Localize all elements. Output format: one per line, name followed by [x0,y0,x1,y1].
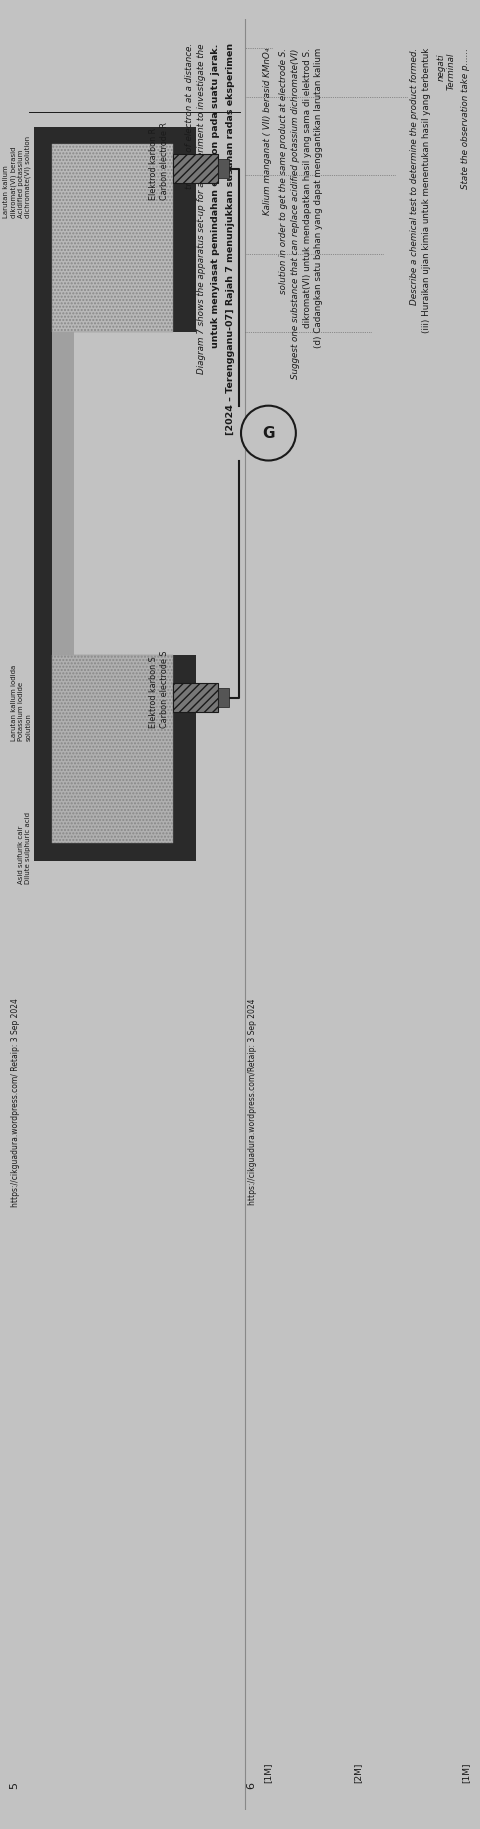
Text: 6: 6 [247,1781,257,1789]
Text: dikromat(VI) untuk mendapatkan hasil yang sama di elektrod S.: dikromat(VI) untuk mendapatkan hasil yan… [302,48,312,327]
Bar [52,655,173,843]
Bar [217,159,229,179]
Text: 5: 5 [10,1781,20,1789]
Text: transfer of electron at a distance.: transfer of electron at a distance. [185,44,194,190]
Bar [35,126,196,333]
Text: Larutan kalium iodida
Potassium iodide
solution: Larutan kalium iodida Potassium iodide s… [12,666,31,741]
Text: Larutan kalium
dikromat(VI) berasid
Acidified potassium
dichromate(VI) solution: Larutan kalium dikromat(VI) berasid Acid… [3,137,31,218]
Text: [1M]: [1M] [264,1761,272,1783]
Text: untuk menyiasat pemindahan elektron pada suatu jarak.: untuk menyiasat pemindahan elektron pada… [212,44,220,348]
Bar [173,682,217,711]
Text: Asid sulfurik cair
Dilute sulphuric acid: Asid sulfurik cair Dilute sulphuric acid [18,812,31,883]
Text: Kalium manganat ( VII) berasid KMnO₄: Kalium manganat ( VII) berasid KMnO₄ [264,48,272,216]
Circle shape [241,406,296,461]
Text: Elektrod karbon R
Carbon electrode R: Elektrod karbon R Carbon electrode R [149,121,168,199]
Text: (d) Cadangkan satu bahan yang dapat menggantikan larutan kalium: (d) Cadangkan satu bahan yang dapat meng… [314,48,324,348]
Text: [1M]: [1M] [461,1761,470,1783]
Text: solution in order to get the same product at electrode S.: solution in order to get the same produc… [279,48,288,294]
Text: Suggest one substance that can replace acidified potassium dichromate(VI): Suggest one substance that can replace a… [291,48,300,379]
Bar [52,144,173,333]
Text: [2M]: [2M] [353,1761,362,1783]
Text: https://cikguadura.wordpress.com/Retaip: 3 Sep 2024: https://cikguadura.wordpress.com/Retaip:… [248,999,257,1205]
Text: State the observation take p......: State the observation take p...... [461,48,470,188]
Text: (iii) Huraikan ujian kimia untuk menentukan hasil yang terbentuk: (iii) Huraikan ujian kimia untuk menentu… [422,48,431,333]
Bar [35,655,196,861]
Text: Terminal: Terminal [446,53,456,90]
Text: Describe a chemical test to determine the product formed.: Describe a chemical test to determine th… [410,48,419,305]
Bar [173,154,217,183]
Bar [217,688,229,708]
Text: https://cikguadura.wordpress.com/ Retaip: 3 Sep 2024: https://cikguadura.wordpress.com/ Retaip… [11,999,20,1207]
Text: Elektrod karbon S
Carbon electrode S: Elektrod karbon S Carbon electrode S [149,651,168,728]
Text: negati: negati [437,53,446,80]
Bar [35,333,73,655]
Text: Diagram 7 shows the apparatus set-up for an experiment to investigate the: Diagram 7 shows the apparatus set-up for… [197,44,206,373]
Text: G: G [262,426,275,441]
Text: [2024 – Terengganu-07] Rajah 7 menunjukkan susunan radas eksperimen: [2024 – Terengganu-07] Rajah 7 menunjukk… [226,44,235,435]
Bar [52,333,73,655]
